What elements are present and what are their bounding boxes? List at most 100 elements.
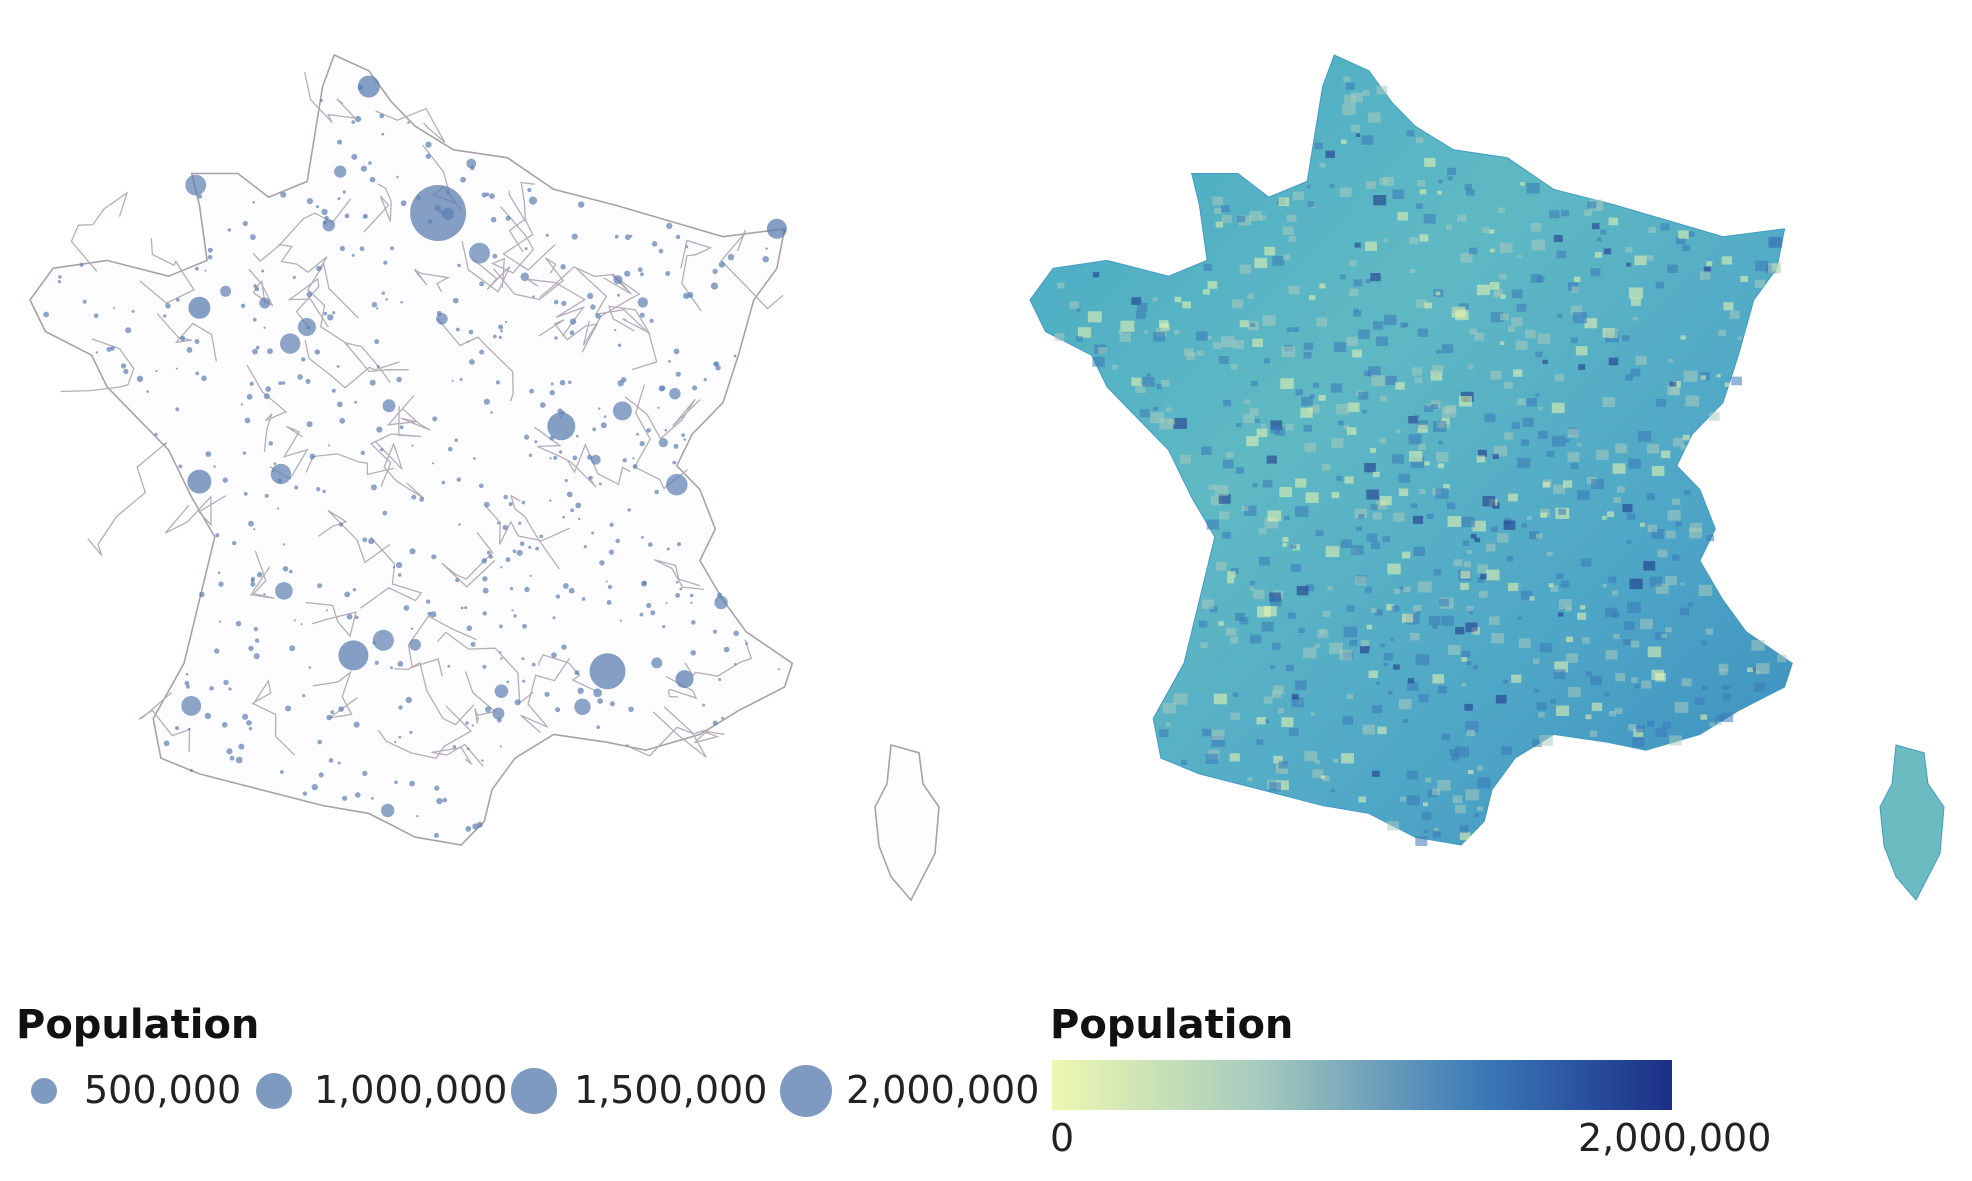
commune-patch: [1223, 459, 1234, 469]
population-symbol: [253, 284, 257, 288]
commune-patch: [1383, 238, 1389, 243]
commune-patch: [1631, 677, 1638, 683]
population-symbol: [434, 785, 440, 791]
city-symbol: [589, 653, 626, 690]
commune-patch: [1322, 775, 1330, 782]
commune-patch: [1211, 729, 1225, 740]
commune-patch: [1379, 437, 1387, 444]
department-boundary: [431, 743, 484, 767]
commune-patch: [1417, 443, 1426, 450]
population-symbol: [574, 698, 591, 715]
population-symbol: [228, 687, 232, 691]
population-symbol: [176, 298, 180, 302]
commune-patch: [1371, 541, 1381, 550]
population-symbol: [316, 487, 321, 492]
population-symbol: [651, 241, 658, 247]
population-symbol: [765, 247, 768, 250]
commune-patch: [1547, 551, 1553, 557]
population-symbol: [598, 407, 601, 410]
commune-patch: [1368, 366, 1381, 377]
commune-patch: [1360, 640, 1370, 647]
population-symbol: [666, 473, 688, 496]
population-symbol: [430, 611, 437, 618]
commune-patch: [1213, 342, 1222, 350]
population-symbol: [311, 783, 318, 791]
population-symbol: [316, 265, 322, 272]
commune-patch: [1367, 112, 1381, 123]
commune-patch: [1276, 780, 1289, 791]
commune-patch: [1606, 511, 1614, 518]
population-symbol: [470, 641, 476, 647]
size-legend-label: 500,000: [84, 1068, 242, 1112]
population-symbol: [563, 583, 569, 589]
population-symbol: [242, 451, 246, 455]
commune-patch: [1536, 533, 1543, 539]
department-boundary: [461, 240, 511, 293]
population-symbol: [712, 629, 718, 634]
population-symbol: [587, 292, 594, 300]
population-symbol: [263, 326, 266, 329]
commune-patch: [1393, 664, 1400, 670]
commune-patch: [1469, 610, 1474, 614]
commune-patch: [1387, 563, 1401, 575]
commune-patch: [1411, 367, 1422, 376]
population-symbol: [416, 815, 419, 818]
population-symbol: [632, 457, 635, 460]
commune-patch: [1330, 788, 1335, 793]
commune-patch: [1477, 449, 1487, 458]
commune-patch: [1441, 344, 1454, 354]
commune-patch: [1424, 405, 1433, 413]
commune-patch: [1466, 729, 1475, 737]
population-symbol: [456, 477, 461, 482]
commune-patch: [1751, 667, 1756, 671]
population-symbol: [223, 679, 229, 686]
population-symbol: [346, 613, 353, 620]
population-symbol: [466, 158, 477, 169]
population-symbol: [255, 345, 260, 350]
population-symbol: [253, 528, 256, 531]
commune-patch: [1577, 612, 1587, 620]
commune-patch: [1153, 332, 1166, 342]
population-symbol: [578, 201, 585, 208]
population-symbol: [280, 333, 301, 354]
population-symbol: [425, 141, 432, 148]
commune-patch: [1682, 245, 1690, 252]
commune-patch: [1719, 668, 1728, 676]
commune-patch: [1263, 696, 1273, 704]
population-symbol: [531, 662, 536, 667]
commune-patch: [1371, 375, 1386, 387]
department-boundary: [576, 268, 658, 371]
commune-patch: [1457, 214, 1467, 222]
population-symbol: [624, 270, 631, 277]
commune-patch: [1485, 543, 1496, 552]
population-symbol: [511, 609, 514, 612]
commune-patch: [1444, 407, 1452, 414]
population-symbol: [370, 484, 377, 491]
commune-patch: [1436, 349, 1442, 354]
commune-patch: [1331, 438, 1344, 448]
commune-patch: [1546, 450, 1555, 458]
commune-patch: [1491, 633, 1504, 644]
commune-patch: [1250, 323, 1256, 327]
commune-patch: [1657, 549, 1668, 558]
commune-patch: [1284, 515, 1290, 521]
commune-patch: [1634, 684, 1640, 689]
commune-patch: [1237, 215, 1246, 223]
population-symbol: [578, 517, 581, 521]
population-symbol: [426, 599, 431, 604]
color-scale-min-label: 0: [1050, 1116, 1075, 1160]
commune-patch: [1301, 396, 1313, 407]
commune-patch: [1246, 436, 1259, 447]
commune-patch: [1212, 196, 1224, 206]
commune-patch: [1582, 637, 1590, 644]
commune-patch: [1626, 513, 1636, 520]
population-symbol: [381, 132, 385, 136]
department-boundary: [304, 339, 400, 389]
commune-patch: [1536, 702, 1547, 710]
commune-patch: [1257, 606, 1271, 618]
commune-patch: [1647, 646, 1662, 658]
population-symbol: [702, 703, 706, 707]
population-symbol: [690, 601, 693, 604]
commune-patch: [1346, 427, 1357, 435]
commune-patch: [1437, 190, 1442, 195]
